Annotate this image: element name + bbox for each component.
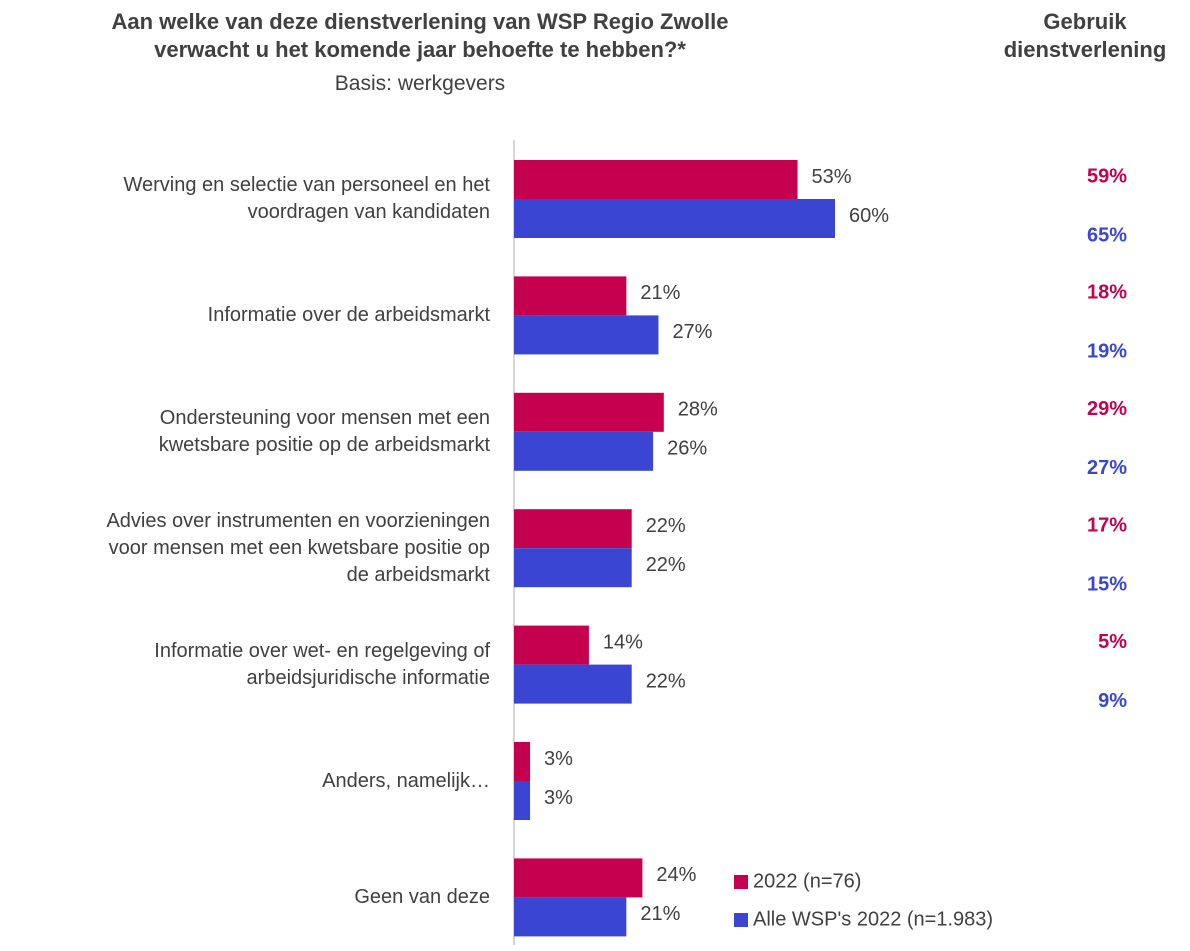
data-label: 53% — [812, 166, 852, 188]
legend-swatch — [734, 875, 748, 889]
legend-swatch — [734, 913, 748, 927]
bar — [514, 625, 589, 665]
category-label: Advies over instrumenten en voorzieninge… — [106, 509, 490, 586]
bar — [514, 897, 627, 937]
usage-value: 27% — [1087, 457, 1127, 479]
bar — [514, 199, 835, 238]
data-label: 21% — [640, 903, 680, 925]
category-label: Geen van deze — [354, 885, 490, 908]
category-label: Ondersteuning voor mensen met een kwetsb… — [158, 406, 490, 456]
bar — [514, 315, 659, 355]
bar — [514, 431, 654, 471]
usage-value: 29% — [1087, 398, 1127, 420]
bar — [514, 664, 632, 704]
usage-value: 17% — [1087, 514, 1127, 536]
usage-value: 65% — [1087, 224, 1127, 246]
usage-value: 19% — [1087, 341, 1127, 363]
data-label: 22% — [646, 554, 686, 576]
bar — [514, 160, 798, 199]
bar — [514, 548, 632, 588]
data-label: 14% — [603, 631, 643, 653]
data-label: 3% — [544, 787, 573, 809]
data-label: 60% — [849, 205, 889, 227]
data-label: 3% — [544, 748, 573, 770]
usage-title: Gebruik dienstverlening — [1003, 9, 1167, 62]
usage-value: 18% — [1087, 282, 1127, 304]
bar — [514, 276, 627, 316]
legend-label: Alle WSP's 2022 (n=1.983) — [753, 908, 993, 930]
category-label: Informatie over de arbeidsmarkt — [207, 303, 490, 326]
chart-title: Aan welke van deze dienstverlening van W… — [111, 9, 729, 62]
legend-label: 2022 (n=76) — [753, 870, 861, 892]
category-label: Werving en selectie van personeel en het… — [123, 174, 490, 223]
category-label: Anders, namelijk… — [322, 769, 490, 792]
usage-value: 59% — [1087, 165, 1127, 187]
data-label: 26% — [667, 438, 707, 460]
data-label: 27% — [672, 321, 712, 343]
data-label: 22% — [646, 670, 686, 692]
data-label: 28% — [678, 399, 718, 421]
chart-subtitle: Basis: werkgevers — [334, 72, 506, 95]
usage-value: 9% — [1098, 690, 1127, 712]
usage-value: 15% — [1087, 573, 1127, 595]
usage-value: 5% — [1098, 631, 1127, 653]
bar — [514, 858, 643, 898]
bar — [514, 392, 664, 432]
bar — [514, 742, 531, 781]
category-label: Informatie over wet- en regelgeving of a… — [154, 639, 490, 689]
data-label: 21% — [640, 282, 680, 304]
bar — [514, 781, 531, 820]
data-label: 24% — [656, 864, 696, 886]
bar — [514, 509, 632, 549]
data-label: 22% — [646, 515, 686, 537]
